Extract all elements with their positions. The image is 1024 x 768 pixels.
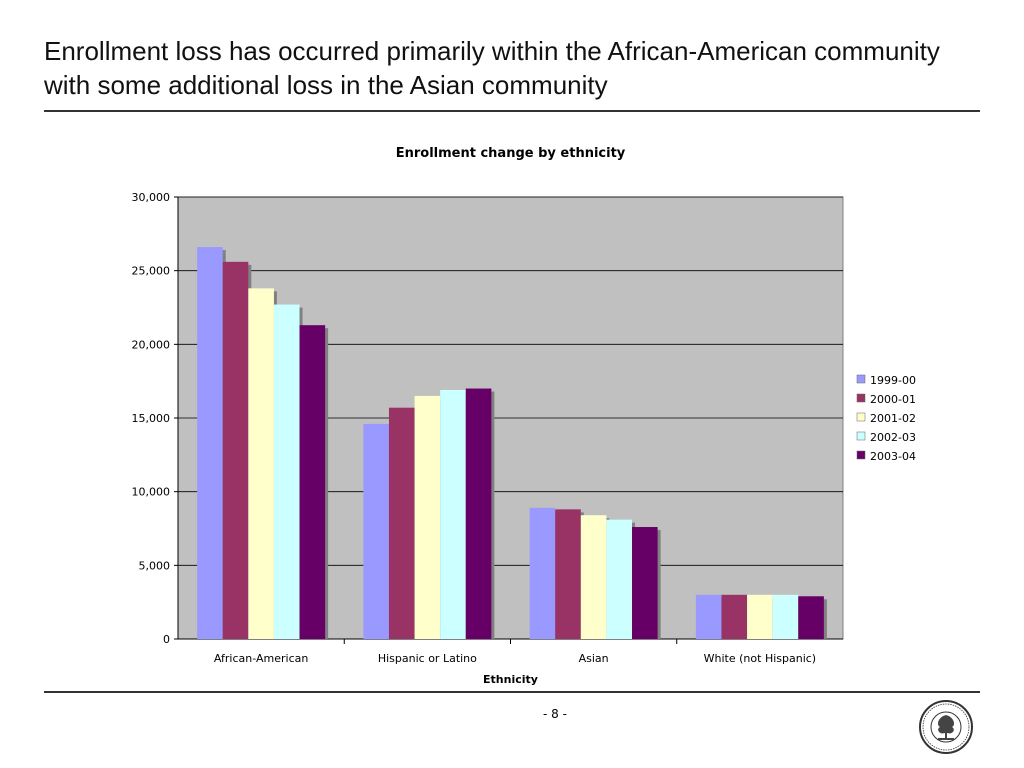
bar-1999-00	[529, 507, 556, 639]
bar-1999-00	[363, 423, 389, 639]
bar-2003-04	[465, 388, 492, 639]
legend-label: 1999-00	[870, 374, 916, 387]
y-tick-label: 25,000	[132, 265, 171, 278]
legend-label: 2001-02	[870, 412, 916, 425]
y-tick-label: 5,000	[139, 559, 171, 572]
bar-1999-00	[695, 594, 722, 639]
bar-2001-02	[414, 395, 441, 639]
y-tick-label: 0	[163, 633, 170, 646]
footer-divider	[44, 691, 980, 693]
x-tick-label: African-American	[214, 652, 308, 665]
x-tick-label: Hispanic or Latino	[378, 652, 477, 665]
slide-title: Enrollment loss has occurred primarily w…	[44, 36, 940, 100]
bar-2002-03	[606, 519, 633, 639]
bar-2000-01	[222, 261, 249, 639]
x-tick-label: White (not Hispanic)	[704, 652, 816, 665]
y-tick-label: 20,000	[132, 338, 171, 351]
bar-2000-01	[555, 509, 581, 639]
legend-swatch	[856, 450, 866, 460]
bar-2003-04	[798, 596, 824, 639]
y-tick-label: 30,000	[132, 191, 171, 204]
bar-2002-03	[273, 304, 300, 639]
bar-1999-00	[197, 247, 223, 640]
bar-2002-03	[440, 390, 466, 639]
legend-label: 2000-01	[870, 393, 916, 406]
x-tick-label: Asian	[579, 652, 609, 665]
title-divider	[44, 110, 980, 112]
legend-box	[853, 371, 929, 465]
chart-title: Enrollment change by ethnicity	[396, 146, 626, 161]
legend-label: 2002-03	[870, 431, 916, 444]
legend-swatch	[856, 393, 866, 403]
bar-2000-01	[388, 407, 415, 639]
y-tick-label: 10,000	[132, 486, 171, 499]
bar-2001-02	[747, 594, 773, 639]
legend-swatch	[856, 412, 866, 422]
bar-2002-03	[772, 594, 799, 639]
legend-label: 2003-04	[870, 450, 916, 463]
page-number: - 8 -	[543, 707, 567, 721]
bar-2003-04	[632, 527, 658, 639]
bar-2003-04	[299, 325, 326, 639]
bar-2001-02	[248, 288, 274, 639]
legend-swatch	[856, 431, 866, 441]
bar-2000-01	[721, 594, 748, 639]
y-tick-label: 15,000	[132, 412, 171, 425]
bar-2001-02	[580, 515, 607, 639]
x-axis-label: Ethnicity	[483, 673, 538, 686]
school-district-seal-icon	[919, 700, 973, 754]
legend-swatch	[856, 374, 866, 384]
